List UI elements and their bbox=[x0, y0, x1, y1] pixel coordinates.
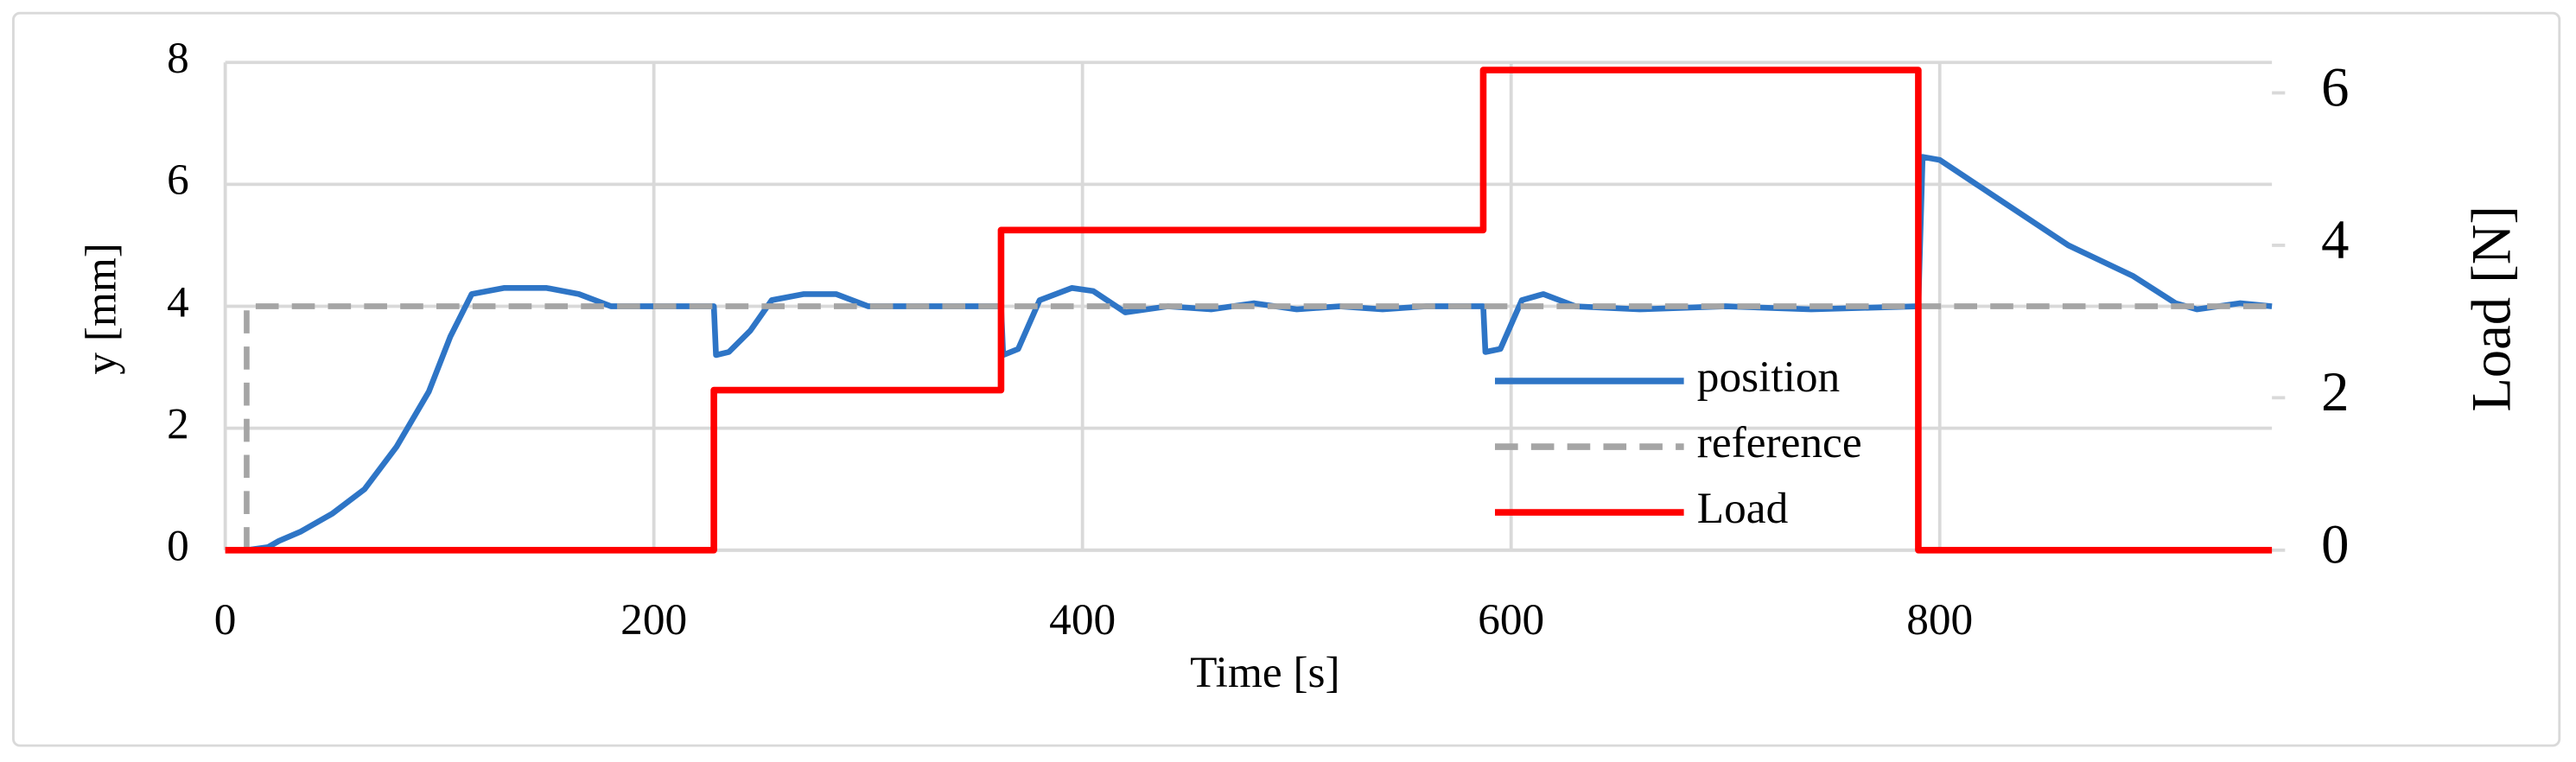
x-tick-label: 600 bbox=[1478, 595, 1544, 645]
y2-axis-label: Load [N] bbox=[2459, 206, 2522, 412]
y-axis-label: y [mm] bbox=[77, 243, 126, 374]
y-tick-label: 6 bbox=[167, 156, 189, 205]
y2-tick-label: 0 bbox=[2321, 513, 2349, 575]
series-line bbox=[244, 303, 2273, 550]
x-tick-label: 800 bbox=[1906, 595, 1973, 645]
x-tick-label: 200 bbox=[620, 595, 687, 645]
y-tick-label: 2 bbox=[167, 399, 189, 448]
x-tick-label: 400 bbox=[1049, 595, 1116, 645]
series-line bbox=[225, 67, 2273, 554]
legend-label: position bbox=[1697, 352, 1840, 402]
y2-tick-label: 6 bbox=[2321, 55, 2349, 117]
plot-lines bbox=[225, 67, 2273, 554]
x-tick-label: 0 bbox=[214, 595, 237, 645]
x-axis-label: Time [s] bbox=[1190, 648, 1339, 697]
y-tick-label: 4 bbox=[167, 277, 189, 327]
labels: Time [s] y [mm] Load [N] bbox=[77, 206, 2522, 697]
y-tick-label: 0 bbox=[167, 522, 189, 571]
legend: position reference Load bbox=[1495, 352, 1862, 533]
y2-tick-label: 4 bbox=[2321, 208, 2349, 270]
y2-tick-label: 2 bbox=[2321, 360, 2349, 422]
y-tick-label: 8 bbox=[167, 34, 189, 83]
legend-label: Load bbox=[1697, 484, 1789, 533]
chart-frame bbox=[12, 11, 2561, 747]
legend-label: reference bbox=[1697, 418, 1862, 467]
